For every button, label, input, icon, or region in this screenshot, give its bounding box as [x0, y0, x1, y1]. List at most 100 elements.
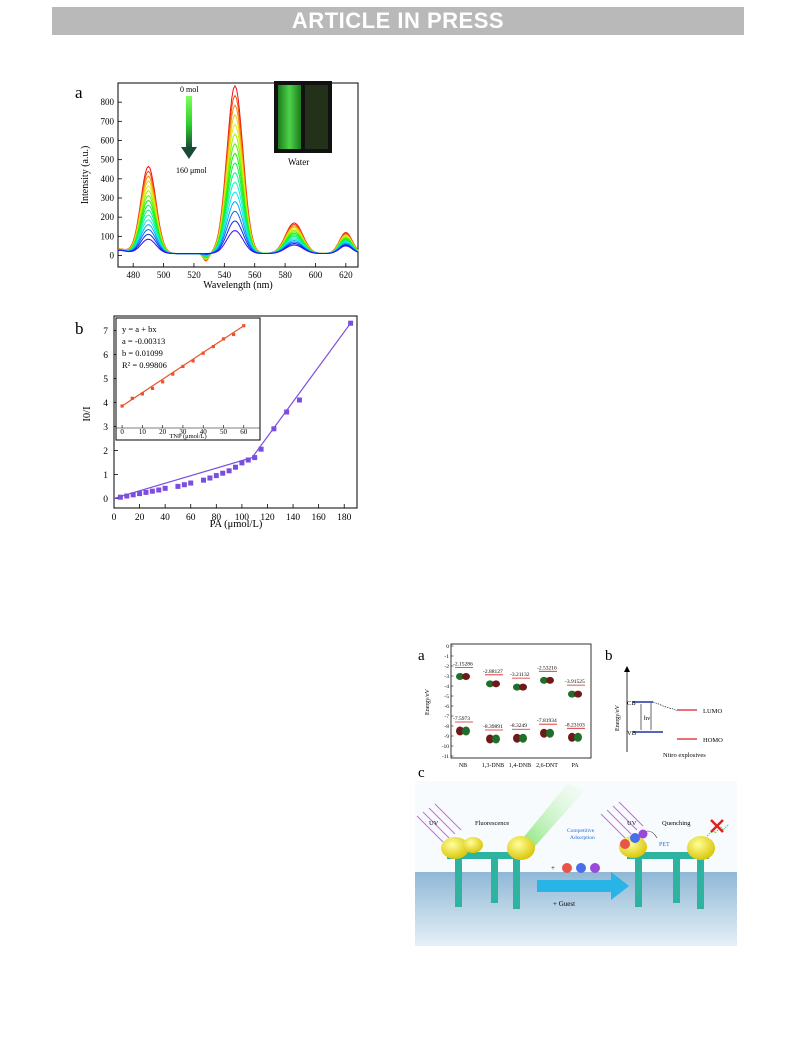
homo-value: -8.3249	[510, 723, 527, 729]
inset-data-point	[140, 392, 144, 396]
y-tick-label: 1	[103, 471, 108, 481]
mechanism-figure: a 0 -1 -2 -3 -4 -5 -6 -7 -8 -9 -10 -11 Energy/eV -2…	[415, 643, 737, 946]
panel-label-a: a	[418, 648, 425, 664]
process-arrow	[537, 872, 629, 900]
homo-orbital	[574, 732, 582, 742]
molecule-label: PA	[571, 763, 579, 769]
inset-x-tick-label: 20	[159, 428, 167, 436]
energy-tick-label: -8	[444, 724, 449, 730]
mof-left	[441, 836, 535, 909]
energy-y-label: Energy/eV	[425, 688, 431, 715]
lumo-orbital	[462, 673, 470, 681]
vb-label: VB	[627, 730, 637, 737]
energy-tick-label: -1	[444, 654, 449, 660]
panel-label-b: b	[75, 319, 84, 338]
spectrum-curve	[117, 230, 359, 255]
x-tick-label: 40	[160, 513, 170, 523]
adsorption-label: Adsorption	[570, 835, 595, 841]
lumo-value: -3.91525	[565, 679, 585, 685]
energy-tick-label: -9	[444, 734, 449, 740]
fit-equation: y = a + bx	[122, 324, 157, 334]
uv-label-left: UV	[429, 820, 439, 827]
electron-transfer-path	[652, 701, 678, 712]
homo-orbital	[513, 733, 521, 743]
lumo-value: -3.21132	[510, 672, 530, 678]
panel-label-a: a	[75, 83, 83, 102]
data-point	[233, 464, 238, 470]
inset-x-tick-label: 10	[139, 428, 147, 436]
energy-tick-label: 0	[446, 644, 449, 650]
inset-data-point	[211, 345, 215, 349]
y-tick-label: 300	[101, 193, 115, 203]
lumo-orbital	[546, 676, 554, 684]
homo-value: -7.81934	[537, 718, 557, 724]
lumo-label: LUMO	[703, 708, 722, 715]
inset-x-label: TNP (μmol/L)	[169, 433, 206, 440]
inset-data-point	[232, 332, 236, 337]
homo-orbital	[462, 726, 470, 736]
lumo-orbital	[513, 683, 521, 691]
inset-data-point	[171, 372, 175, 376]
x-tick-label: 580	[278, 270, 292, 280]
guest-molecule-blue	[576, 863, 586, 873]
lumo-value: -2.88127	[483, 669, 503, 675]
y-tick-label: 3	[103, 423, 108, 433]
x-axis-label: PA (μmol/L)	[210, 519, 263, 530]
inset-frame	[115, 317, 261, 441]
y-tick-label: 700	[101, 116, 115, 126]
fit-slope: b = 0.01099	[122, 348, 163, 358]
energy-tick-label: -6	[444, 704, 449, 710]
data-point	[252, 455, 258, 461]
lumo-orbital	[456, 673, 464, 681]
y-axis-label: I0/I	[82, 406, 93, 422]
y-tick-label: 500	[101, 155, 115, 165]
molecule-label: 1,4-DNB	[509, 763, 531, 769]
fluorescence-beam	[519, 784, 585, 853]
fluorescent-vial	[278, 85, 301, 149]
data-point	[213, 473, 219, 479]
fit-intercept: a = -0.00313	[122, 336, 165, 346]
data-point	[296, 397, 302, 403]
energy-tick-label: -3	[444, 674, 449, 680]
arrow-bottom-label: 160 μmol	[176, 166, 208, 175]
inset-x-tick-label: 0	[120, 428, 124, 436]
inset-data-point	[191, 359, 195, 363]
x-tick-label: 60	[186, 513, 196, 523]
x-tick-label: 600	[309, 270, 323, 280]
panel-label-c: c	[418, 765, 425, 781]
homo-value: -7.5973	[453, 716, 470, 722]
data-point	[188, 480, 194, 486]
homo-orbital	[492, 734, 500, 744]
data-point	[149, 488, 155, 494]
data-point	[348, 320, 354, 326]
lumo-orbital	[540, 676, 548, 684]
lumo-orbital	[574, 690, 582, 698]
data-point	[162, 485, 168, 491]
guest-molecule-purple	[590, 863, 600, 873]
guest-molecule-red	[562, 863, 572, 873]
x-tick-label: 180	[337, 513, 352, 523]
x-tick-label: 500	[157, 270, 171, 280]
homo-orbital	[456, 726, 464, 736]
inset-water-label: Water	[288, 157, 309, 167]
spectrum-curve	[117, 220, 359, 255]
competitive-label: Competitive	[567, 828, 595, 834]
lumo-orbital	[492, 680, 500, 688]
inset-data-point	[221, 337, 226, 341]
inset-x-tick-label: 30	[179, 428, 187, 436]
y-tick-label: 0	[103, 495, 108, 505]
inset-data-point	[242, 324, 246, 328]
lumo-orbital	[519, 683, 527, 691]
x-tick-label: 480	[126, 270, 140, 280]
x-tick-label: 540	[218, 270, 232, 280]
y-tick-label: 6	[103, 351, 108, 361]
quenched-vial	[305, 85, 328, 149]
band-energy-label: Energy/eV	[615, 704, 621, 731]
inset-x-tick-label: 50	[220, 428, 228, 436]
y-tick-label: 0	[110, 251, 115, 261]
inset-data-point	[161, 380, 165, 384]
blocked-icon	[710, 819, 724, 833]
quenched-emission	[706, 823, 730, 837]
plot-frame	[113, 315, 358, 509]
x-tick-label: 100	[235, 513, 250, 523]
